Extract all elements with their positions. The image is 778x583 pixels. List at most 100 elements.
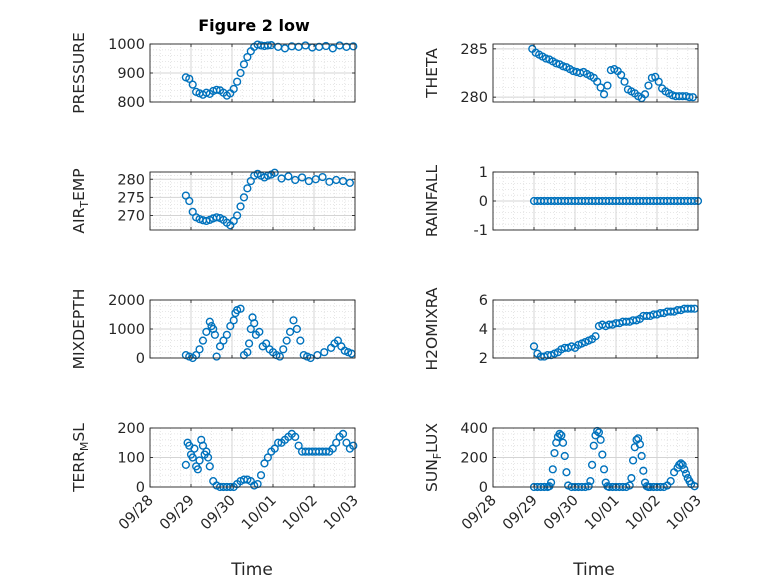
- data-point: [687, 304, 696, 313]
- x-tick-label: 10/02: [623, 493, 664, 534]
- x-tick-label: 09/30: [541, 493, 582, 534]
- data-point: [215, 342, 225, 351]
- data-point: [229, 84, 238, 94]
- data-point: [246, 324, 255, 334]
- data-point: [321, 41, 331, 51]
- data-point: [593, 77, 602, 86]
- data-point: [676, 459, 686, 468]
- data-point: [243, 348, 252, 357]
- data-point: [205, 317, 214, 326]
- data-point: [558, 62, 568, 71]
- data-point: [244, 339, 254, 348]
- y-axis-label: SUNFLUX: [423, 423, 444, 492]
- data-point: [318, 172, 327, 182]
- x-tick-label: 09/28: [116, 493, 157, 534]
- y-tick-label: 900: [117, 66, 145, 82]
- data-point: [205, 462, 214, 471]
- data-point: [680, 465, 689, 474]
- data-point: [198, 336, 208, 345]
- data-point: [292, 324, 302, 334]
- y-axis-label: H2OMIXRA: [423, 287, 441, 370]
- data-point: [666, 477, 675, 486]
- data-point: [203, 453, 213, 462]
- data-point: [229, 316, 238, 325]
- data-point: [552, 59, 561, 68]
- data-point: [599, 465, 609, 474]
- data-point: [529, 342, 539, 351]
- data-point: [188, 453, 197, 462]
- data-point: [239, 193, 249, 202]
- data-point: [647, 73, 656, 82]
- x-tick-label: 10/01: [239, 493, 280, 534]
- data-point: [654, 77, 663, 86]
- data-point: [321, 447, 331, 456]
- subplot-air-temp: 270 275 280 AIRTEMP: [70, 168, 356, 234]
- data-point: [226, 322, 235, 331]
- data-point: [190, 444, 199, 453]
- data-point: [212, 213, 221, 222]
- y-tick-label: 200: [460, 451, 488, 467]
- data-point: [294, 441, 303, 450]
- data-point: [550, 448, 559, 458]
- data-point: [320, 348, 329, 357]
- x-tick-label: 09/29: [500, 493, 541, 534]
- data-point: [236, 68, 245, 78]
- data-point: [233, 211, 242, 220]
- y-tick-label: 270: [117, 209, 145, 225]
- data-point: [586, 477, 595, 486]
- data-point: [596, 435, 605, 444]
- data-point: [256, 471, 266, 480]
- data-point: [637, 451, 646, 461]
- x-tick-label: 09/28: [459, 493, 500, 534]
- data-series: [528, 44, 697, 103]
- data-series: [181, 304, 356, 363]
- data-point: [589, 441, 598, 450]
- data-point: [270, 168, 279, 177]
- y-tick-label: 280: [117, 172, 145, 188]
- data-point: [202, 327, 211, 337]
- data-point: [284, 172, 293, 181]
- axes-box: [149, 171, 356, 231]
- x-axis-label-left: Time: [230, 560, 273, 580]
- data-point: [243, 184, 252, 193]
- y-tick-label: 1000: [108, 37, 145, 53]
- figure-title: Figure 2 low: [198, 16, 310, 35]
- data-point: [236, 304, 245, 313]
- data-series: [181, 429, 358, 492]
- data-point: [185, 196, 194, 206]
- y-axis-label: RAINFALL: [423, 164, 441, 237]
- data-point: [635, 440, 645, 449]
- data-point: [598, 450, 607, 459]
- subplot-sun-flux: 0 200 400 09/28 09/29 09/30 10/01 10/02 10/03 SUN…: [423, 421, 705, 533]
- data-point: [627, 474, 636, 483]
- data-point: [222, 330, 231, 339]
- y-tick-label: 6: [479, 293, 488, 309]
- y-tick-label: 100: [117, 451, 145, 467]
- data-point: [681, 469, 691, 478]
- data-point: [628, 456, 638, 465]
- data-point: [349, 42, 358, 51]
- data-point: [675, 460, 684, 469]
- data-point: [289, 316, 298, 325]
- data-point: [349, 441, 358, 450]
- data-point: [594, 428, 604, 437]
- data-point: [625, 481, 634, 490]
- data-point: [328, 44, 337, 53]
- data-point: [279, 345, 288, 354]
- data-point: [332, 438, 341, 447]
- data-point: [255, 327, 264, 337]
- y-tick-label: 0: [136, 351, 145, 367]
- data-point: [558, 438, 568, 447]
- data-point: [617, 70, 626, 80]
- data-point: [219, 336, 228, 345]
- data-point: [210, 330, 220, 339]
- data-point: [584, 482, 593, 491]
- data-point: [562, 468, 571, 477]
- data-point: [262, 339, 271, 348]
- data-point: [263, 41, 272, 50]
- data-point: [263, 453, 272, 462]
- data-point: [328, 444, 337, 453]
- data-point: [591, 332, 600, 341]
